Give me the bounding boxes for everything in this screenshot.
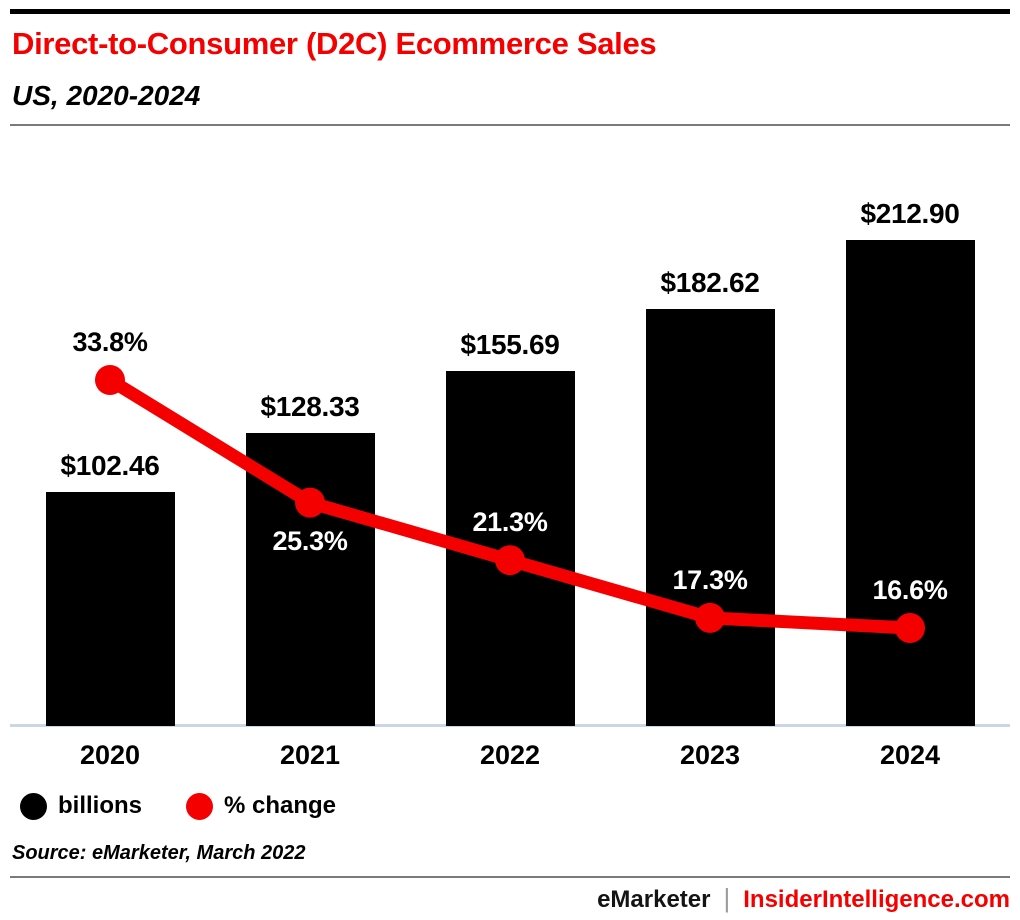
pct-label-2022: 21.3% [472,507,548,538]
legend-label-pct-change: % change [224,792,337,819]
bar-value-label-2023: $182.62 [660,267,760,298]
bar-value-label-2024: $212.90 [860,198,960,229]
bar-2023 [646,309,775,726]
bar-value-label-2022: $155.69 [460,329,560,360]
footer-brand-bar: eMarketer | InsiderIntelligence.com [597,883,1010,914]
bar-2022 [446,371,575,726]
footer-separator: | [723,883,731,913]
pct-label-2024: 16.6% [872,575,948,605]
header-divider [10,124,1010,126]
legend-swatch-billions-icon [20,792,47,820]
legend: billions % change [20,792,336,820]
x-axis-label-2021: 2021 [279,740,341,770]
footer-divider [10,876,1010,878]
pct-label-2021: 25.3% [272,525,348,556]
legend-label-billions: billions [58,792,142,819]
pct-label-2023: 17.3% [672,564,748,595]
bar-2021 [246,433,375,726]
footer-link-insiderintelligence[interactable]: InsiderIntelligence.com [743,886,1010,913]
legend-item-billions: billions [20,792,142,820]
x-axis-label-2024: 2024 [879,740,941,770]
bar-2020 [46,492,175,726]
x-axis-label-2022: 2022 [479,740,541,770]
source-note: Source: eMarketer, March 2022 [12,842,306,864]
top-accent-bar [10,9,1010,14]
bar-value-label-2020: $102.46 [60,450,160,481]
chart-title: Direct-to-Consumer (D2C) Ecommerce Sales [12,26,657,61]
chart-subtitle: US, 2020-2024 [12,80,201,111]
legend-item-pct-change: % change [186,792,336,820]
pct-label-2020: 33.8% [72,327,148,357]
bar-2024 [846,240,975,726]
legend-swatch-pct-change-icon [186,792,213,820]
x-axis-label-2020: 2020 [79,740,141,770]
bar-value-label-2021: $128.33 [260,391,360,422]
footer-brand-emarketer: eMarketer [597,886,711,913]
line-point-2020 [95,365,125,395]
x-axis-label-2023: 2023 [679,740,741,770]
